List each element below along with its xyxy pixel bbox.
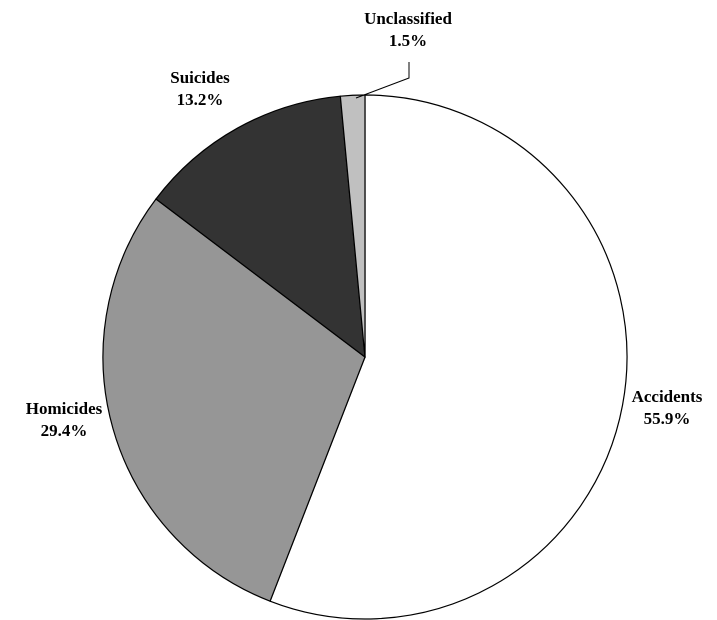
leader-line-unclassified	[355, 62, 410, 99]
slice-label-unclassified: Unclassified 1.5%	[364, 9, 452, 50]
slice-label-accidents: Accidents 55.9%	[632, 387, 703, 428]
slice-value: 1.5%	[389, 31, 427, 50]
slice-name: Suicides	[170, 68, 230, 87]
slice-label-suicides: Suicides 13.2%	[170, 68, 230, 109]
pie-labels: Accidents 55.9% Homicides 29.4% Suicides 13.2…	[26, 9, 703, 440]
slice-name: Unclassified	[364, 9, 452, 28]
pie-slices	[102, 94, 628, 620]
slice-label-homicides: Homicides 29.4%	[26, 399, 103, 440]
pie-slice-suicides	[155, 95, 366, 359]
pie-slice-accidents	[269, 94, 628, 620]
slice-value: 13.2%	[177, 90, 224, 109]
slice-value: 29.4%	[41, 421, 88, 440]
pie-slice-homicides	[102, 198, 366, 602]
slice-value: 55.9%	[644, 409, 691, 428]
slice-name: Homicides	[26, 399, 103, 418]
slice-name: Accidents	[632, 387, 703, 406]
